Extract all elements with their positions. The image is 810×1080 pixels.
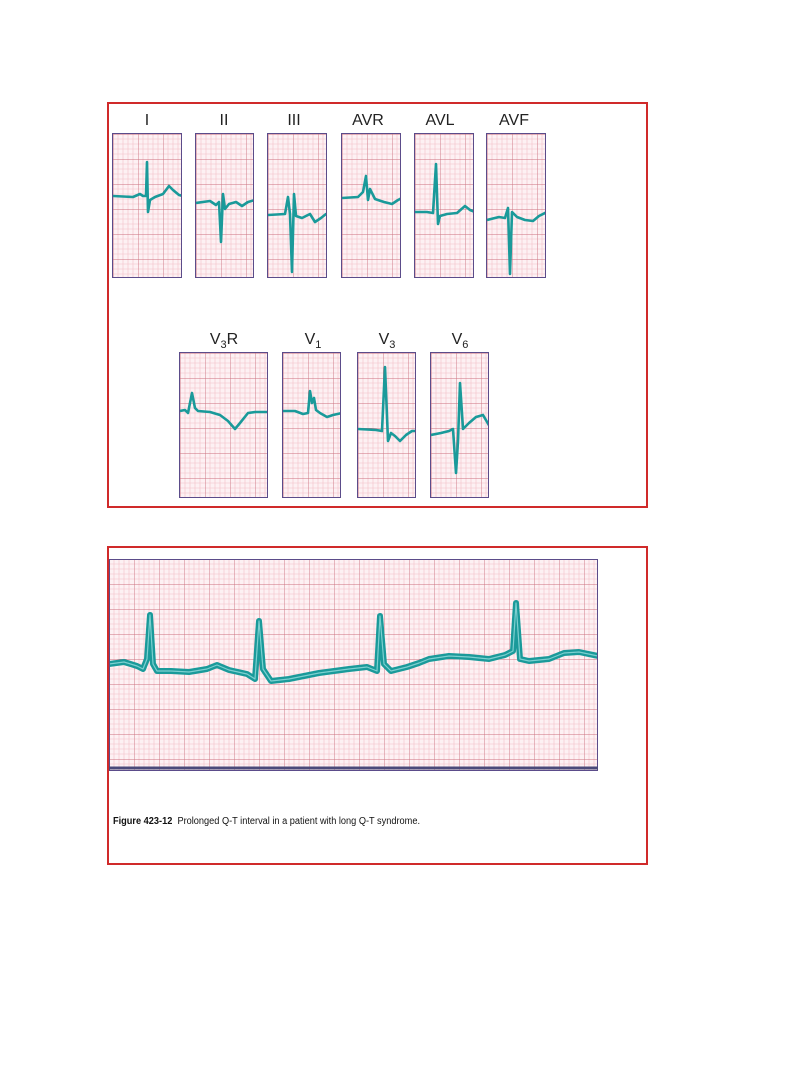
- figure-number: Figure 423-12: [113, 816, 173, 827]
- lead-label-v1-main: V: [304, 331, 316, 348]
- lead-label-v1-sub: 1: [315, 339, 322, 352]
- lead-label-i: I: [144, 112, 150, 129]
- lead-label-v6-main: V: [451, 331, 463, 348]
- ecg-panel-lead-v3: [357, 352, 416, 498]
- lead-label-iii: III: [287, 112, 301, 129]
- figure-caption-text: Prolonged Q-T interval in a patient with…: [177, 816, 421, 827]
- lead-label-v3-sub: 3: [389, 339, 396, 352]
- lead-label-ii: II: [219, 112, 229, 129]
- ecg-panel-lead-v6: [430, 352, 489, 498]
- figure-caption: Figure 423-12 Prolonged Q-T interval in …: [113, 816, 420, 827]
- ecg-rhythm-strip: [109, 559, 598, 771]
- lead-label-v3: V3: [373, 331, 401, 351]
- ecg-panel-lead-i: [112, 133, 182, 278]
- lead-label-v3-main: V: [378, 331, 390, 348]
- lead-label-v3r-sub: 3: [220, 339, 227, 352]
- lead-label-v6: V6: [446, 331, 474, 351]
- ecg-panel-lead-v3r: [179, 352, 268, 498]
- lead-label-avr: AVR: [352, 112, 384, 129]
- ecg-panel-lead-v1: [282, 352, 341, 498]
- ecg-panel-lead-ii: [195, 133, 254, 278]
- lead-label-avf: AVF: [499, 112, 529, 129]
- lead-label-v6-sub: 6: [462, 339, 469, 352]
- lead-label-v3r: V3R: [203, 331, 245, 351]
- ecg-panel-lead-avf: [486, 133, 546, 278]
- lead-label-v3r-main: V: [209, 331, 221, 348]
- lead-label-v3r-suffix: R: [226, 331, 239, 348]
- lead-label-v1: V1: [299, 331, 327, 351]
- ecg-panel-lead-avr: [341, 133, 401, 278]
- lead-label-avl: AVL: [425, 112, 455, 129]
- ecg-panel-lead-avl: [414, 133, 474, 278]
- ecg-panel-lead-iii: [267, 133, 327, 278]
